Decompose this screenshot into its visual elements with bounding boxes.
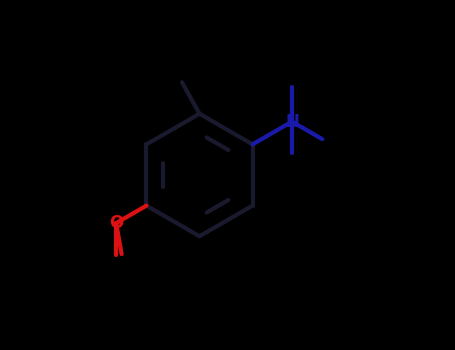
Text: O: O [109,214,123,232]
Text: N: N [285,113,299,131]
